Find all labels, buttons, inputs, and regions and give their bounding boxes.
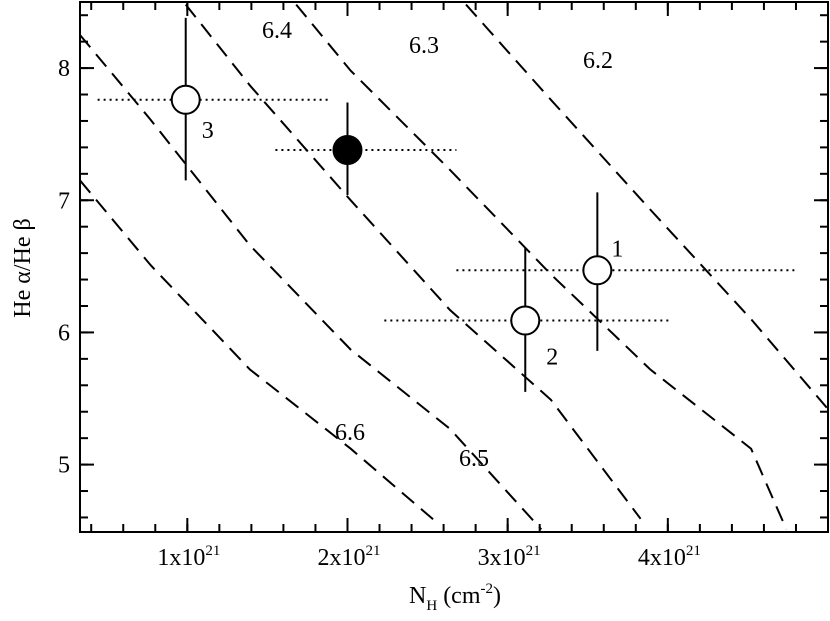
x-tick-label: 2x1021 [317,543,380,571]
x-title-sup: -2 [481,581,494,597]
x-title-unit: (cm [437,583,481,609]
model-curve [80,34,543,531]
x-tick-label: 4x1021 [638,543,701,571]
model-curve [184,3,642,520]
curve-layer [80,3,828,531]
x-tick-label-sup: 21 [205,543,220,559]
x-tick-label-base: 3x10 [478,545,526,571]
x-tick-label: 3x1021 [478,543,541,571]
model-curve [295,3,788,530]
curve-label: 6.6 [335,420,365,446]
data-point [510,305,541,336]
x-title-sub: H [426,598,437,614]
data-point [332,135,363,166]
plot-frame [79,1,829,533]
x-tick-label-base: 1x10 [157,545,205,571]
model-curve [80,179,437,523]
x-tick-label-sup: 21 [526,543,541,559]
x-axis-title: NH (cm-2) [409,581,501,614]
x-tick-label-sup: 21 [686,543,701,559]
x-tick-label: 1x1021 [157,543,220,571]
curve-label: 6.3 [409,33,439,59]
curve-label: 6.5 [459,446,489,472]
curve-label: 6.2 [583,48,613,74]
x-tick-label-sup: 21 [365,543,380,559]
point-label: 3 [202,118,214,144]
x-tick-label-base: 2x10 [317,545,365,571]
y-tick-label: 7 [58,188,70,214]
point-label: 1 [611,236,623,262]
x-title-main: N [409,583,426,609]
x-tick-label-base: 4x10 [638,545,686,571]
curve-label: 6.4 [262,18,292,44]
data-point [582,255,613,286]
data-point [170,84,201,115]
y-axis-title: He α/He β [10,218,36,317]
model-curve [465,3,828,410]
point-label: 2 [546,345,558,371]
y-tick-label: 6 [58,320,70,346]
y-tick-label: 5 [58,453,70,479]
y-tick-label: 8 [58,56,70,82]
x-title-close: ) [493,583,501,609]
